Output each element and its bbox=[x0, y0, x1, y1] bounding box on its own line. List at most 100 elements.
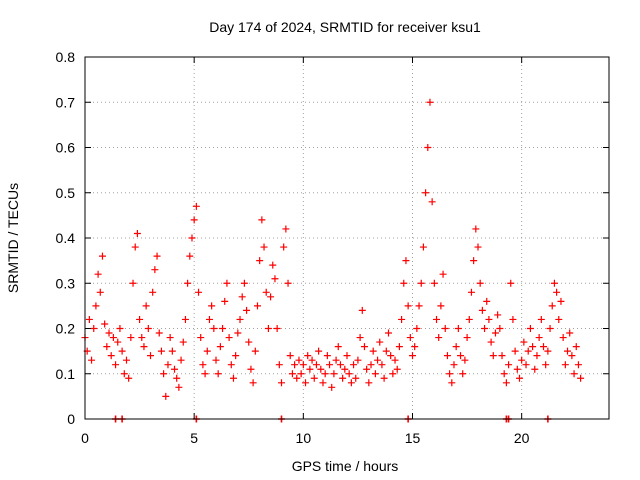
data-point bbox=[360, 343, 368, 351]
data-point bbox=[162, 392, 170, 400]
ticks bbox=[84, 56, 609, 420]
data-point bbox=[409, 352, 416, 360]
data-point bbox=[291, 361, 299, 369]
data-point bbox=[435, 334, 443, 342]
data-point bbox=[437, 302, 445, 310]
data-point bbox=[188, 234, 196, 242]
data-point bbox=[216, 343, 224, 351]
data-point bbox=[253, 302, 261, 310]
data-point bbox=[559, 334, 567, 342]
data-point bbox=[280, 243, 288, 251]
data-point bbox=[164, 361, 172, 369]
data-point bbox=[278, 379, 285, 387]
data-point bbox=[465, 315, 473, 323]
data-point bbox=[446, 370, 454, 378]
x-tick-labels: 0 5 10 15 20 bbox=[81, 430, 530, 446]
data-point bbox=[190, 216, 198, 224]
data-point bbox=[317, 365, 325, 373]
data-point bbox=[138, 334, 146, 342]
data-point bbox=[345, 370, 353, 378]
data-point bbox=[566, 329, 574, 337]
data-point bbox=[384, 329, 392, 337]
data-point bbox=[103, 343, 111, 351]
data-point bbox=[144, 325, 152, 332]
data-point bbox=[568, 352, 576, 360]
data-point bbox=[112, 361, 120, 369]
y-tick-label: 0.3 bbox=[56, 275, 76, 291]
data-point bbox=[101, 320, 109, 328]
data-point bbox=[94, 270, 102, 278]
data-point bbox=[109, 334, 117, 342]
data-point bbox=[448, 379, 456, 387]
data-point bbox=[306, 365, 314, 373]
y-tick-label: 0.1 bbox=[56, 366, 76, 382]
data-point bbox=[371, 370, 379, 378]
data-point bbox=[376, 338, 384, 346]
data-point bbox=[315, 347, 323, 355]
data-point bbox=[387, 352, 395, 360]
data-point bbox=[142, 302, 150, 310]
data-point bbox=[264, 325, 272, 332]
data-point bbox=[365, 379, 373, 387]
data-point bbox=[147, 352, 154, 360]
data-point bbox=[199, 361, 207, 369]
data-point bbox=[203, 347, 211, 355]
data-point bbox=[555, 315, 563, 323]
y-tick-label: 0.2 bbox=[56, 321, 76, 337]
data-point bbox=[214, 370, 222, 378]
data-point bbox=[258, 216, 266, 224]
data-point bbox=[205, 315, 213, 323]
data-point bbox=[389, 370, 397, 378]
data-point bbox=[288, 370, 296, 378]
data-point bbox=[293, 374, 301, 382]
data-point bbox=[577, 374, 585, 382]
data-point bbox=[118, 347, 126, 355]
y-axis-title: SRMTID / TECUs bbox=[5, 183, 21, 293]
data-point bbox=[535, 334, 543, 342]
data-point bbox=[116, 325, 124, 332]
data-point bbox=[363, 365, 371, 373]
grid bbox=[85, 57, 609, 419]
data-point bbox=[249, 379, 257, 387]
y-tick-label: 0.8 bbox=[56, 49, 76, 65]
data-point bbox=[378, 361, 386, 369]
data-point bbox=[212, 356, 220, 364]
data-point bbox=[171, 365, 179, 373]
data-point bbox=[140, 343, 148, 351]
data-point bbox=[208, 302, 216, 310]
data-point bbox=[374, 356, 382, 364]
data-point bbox=[533, 352, 541, 360]
data-point bbox=[297, 370, 305, 378]
data-point bbox=[271, 275, 279, 283]
data-point bbox=[286, 352, 294, 360]
data-point bbox=[544, 347, 552, 355]
data-point bbox=[531, 365, 539, 373]
data-point bbox=[245, 338, 253, 346]
data-point bbox=[487, 338, 495, 346]
x-tick-label: 20 bbox=[514, 430, 530, 446]
data-point bbox=[467, 288, 475, 296]
data-point bbox=[240, 279, 248, 287]
data-point bbox=[269, 261, 277, 269]
chart-title: Day 174 of 2024, SRMTID for receiver ksu… bbox=[209, 19, 481, 35]
data-point bbox=[120, 370, 128, 378]
data-point bbox=[151, 266, 159, 274]
data-point bbox=[223, 279, 231, 287]
data-point bbox=[256, 257, 264, 265]
data-point bbox=[153, 252, 161, 260]
x-tick-label: 5 bbox=[190, 430, 198, 446]
data-point bbox=[553, 288, 561, 296]
data-point bbox=[181, 315, 189, 323]
data-point bbox=[542, 361, 550, 369]
data-point bbox=[413, 325, 421, 332]
data-point bbox=[369, 347, 377, 355]
data-point bbox=[522, 361, 530, 369]
data-point bbox=[402, 257, 410, 265]
data-point bbox=[411, 343, 419, 351]
data-point bbox=[321, 370, 329, 378]
data-point bbox=[332, 356, 340, 364]
data-point bbox=[92, 302, 100, 310]
data-point bbox=[201, 370, 209, 378]
data-point bbox=[574, 361, 582, 369]
